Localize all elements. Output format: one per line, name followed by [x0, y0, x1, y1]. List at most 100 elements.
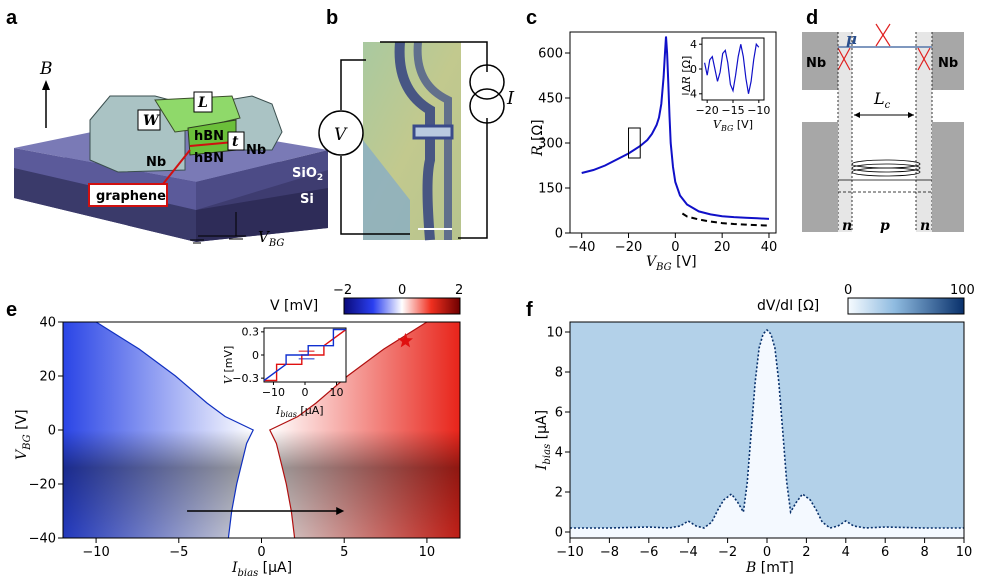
- y-tick-label: 0: [555, 227, 563, 242]
- x-tick-label: 0: [763, 545, 771, 560]
- x-tick-label: −15: [721, 104, 744, 117]
- y-tick-label: 0.3: [242, 326, 260, 339]
- c-inset-axes: −20 −15 −10 −4 0 4: [681, 38, 771, 117]
- c-inset-region-box: [628, 127, 641, 159]
- panel-e: e V [mV] −2 0 2 −10 −5 0 5 10 −40 −20 0 20 40 −10…: [6, 283, 463, 579]
- f-colorbar: [847, 297, 965, 315]
- x-tick-label: −20: [615, 240, 642, 255]
- y-tick-label: 300: [538, 137, 563, 152]
- x-tick-label: −2: [718, 545, 737, 560]
- y-tick-label: −40: [29, 532, 56, 547]
- f-xlabel: B [mT]: [745, 560, 794, 576]
- x-tick-label: 5: [340, 545, 348, 560]
- e-xlabel: Ibias [μA]: [231, 560, 292, 579]
- e-axes: −10 −5 0 5 10 −40 −20 0 20 40: [29, 316, 436, 560]
- panel-c-letter: c: [526, 7, 537, 29]
- x-tick-label: 8: [920, 545, 928, 560]
- x-tick-label: −40: [568, 240, 595, 255]
- x-tick-label: −10: [262, 386, 285, 399]
- x-tick-label: −10: [747, 104, 770, 117]
- si-label: Si: [300, 192, 314, 207]
- nb-right-label: Nb: [246, 143, 266, 158]
- nb-left-band: [802, 32, 838, 90]
- x-tick-label: 40: [761, 240, 778, 255]
- blocked-paths: [837, 23, 931, 71]
- e-cb-tick-min: −2: [333, 283, 352, 298]
- lc-label: Lc: [873, 89, 891, 111]
- f-cb-tick-min: 0: [844, 283, 852, 298]
- f-heatmap: [570, 322, 964, 538]
- panel-b-letter: b: [326, 7, 338, 29]
- hbn-bottom-label: hBN: [194, 151, 224, 166]
- e-heatmap: [63, 322, 460, 538]
- x-tick-label: 10: [419, 545, 436, 560]
- c-inset-ylabel: ΔR [Ω]: [680, 56, 693, 92]
- y-tick-label: 450: [538, 92, 563, 107]
- x-tick-label: 10: [330, 386, 344, 399]
- y-tick-label: 20: [39, 370, 56, 385]
- y-tick-label: 0: [48, 424, 56, 439]
- n-left-label: n: [842, 218, 852, 234]
- e-colorbar-label: V [mV]: [270, 298, 318, 314]
- panel-f-letter: f: [526, 299, 533, 321]
- x-tick-label: −10: [82, 545, 109, 560]
- c-xlabel: VBG [V]: [646, 254, 697, 273]
- x-tick-label: −8: [600, 545, 619, 560]
- y-tick-label: 2: [555, 486, 563, 501]
- panel-d: d μ Nb Nb Lc n p n: [802, 7, 964, 234]
- y-tick-label: 6: [555, 406, 563, 421]
- y-tick-label: 0: [252, 349, 259, 362]
- panel-a: a B W L t hBN hBN Nb Nb SiO2 Si graphene: [6, 7, 328, 249]
- vbg-label: VBG: [258, 228, 284, 249]
- y-tick-label: −20: [29, 478, 56, 493]
- p-label: p: [880, 218, 890, 234]
- e-inset-down-curve: [263, 328, 346, 382]
- nb-right-band: [932, 32, 964, 90]
- x-tick-label: −6: [639, 545, 658, 560]
- c-inset-curve: [704, 42, 760, 94]
- n-right-label: n: [920, 218, 930, 234]
- x-tick-label: 0: [302, 386, 309, 399]
- y-tick-label: 40: [39, 316, 56, 331]
- x-tick-label: −10: [556, 545, 583, 560]
- e-cb-tick-mid: 0: [398, 283, 406, 298]
- x-tick-label: 0: [671, 240, 679, 255]
- y-tick-label: 4: [555, 446, 563, 461]
- panel-b: b V I: [318, 7, 515, 241]
- panel-f: f dV/dI [Ω] 0 100 −10 −8 −6 −4 −2 0 2 4 6 8 100246…: [526, 283, 975, 576]
- f-axes: −10 −8 −6 −4 −2 0 2 4 6 8 10 0 2 4 6 8 10: [546, 326, 972, 560]
- arrow-head: [336, 507, 345, 515]
- w-label: W: [143, 113, 160, 129]
- x-tick-label: −5: [169, 545, 188, 560]
- f-ylabel: Ibias [μA]: [534, 410, 553, 471]
- c-plot-frame: [569, 31, 777, 234]
- e-inset-axes: −10 0 10 −0.3 0 0.3: [232, 326, 343, 399]
- y-tick-label: 600: [538, 47, 563, 62]
- nb-right-label-d: Nb: [938, 56, 958, 71]
- y-tick-label: 0: [555, 526, 563, 541]
- e-star-marker: [397, 332, 413, 348]
- l-label: L: [197, 95, 208, 111]
- sio2-label: SiO2: [292, 166, 323, 183]
- y-tick-label: 150: [538, 182, 563, 197]
- current-source-label: I: [506, 88, 515, 109]
- c-dashed-curve: [681, 212, 770, 227]
- y-tick-label: 10: [546, 326, 563, 341]
- e-cb-tick-max: 2: [455, 283, 463, 298]
- mu-label: μ: [846, 30, 857, 48]
- x-tick-label: 10: [956, 545, 973, 560]
- nb-left-label: Nb: [146, 155, 166, 170]
- x-tick-label: 0: [257, 545, 265, 560]
- nb-left-electrode: [89, 95, 186, 173]
- c-ylabel: R [Ω]: [530, 119, 546, 157]
- panel-e-letter: e: [6, 299, 17, 321]
- b-field-label: B: [39, 59, 53, 79]
- c-resistance-curve: [581, 36, 770, 220]
- e-ylabel: VBG [V]: [14, 409, 33, 460]
- x-tick-label: 2: [802, 545, 810, 560]
- f-cb-tick-max: 100: [950, 283, 975, 298]
- y-tick-label: 0: [690, 63, 697, 76]
